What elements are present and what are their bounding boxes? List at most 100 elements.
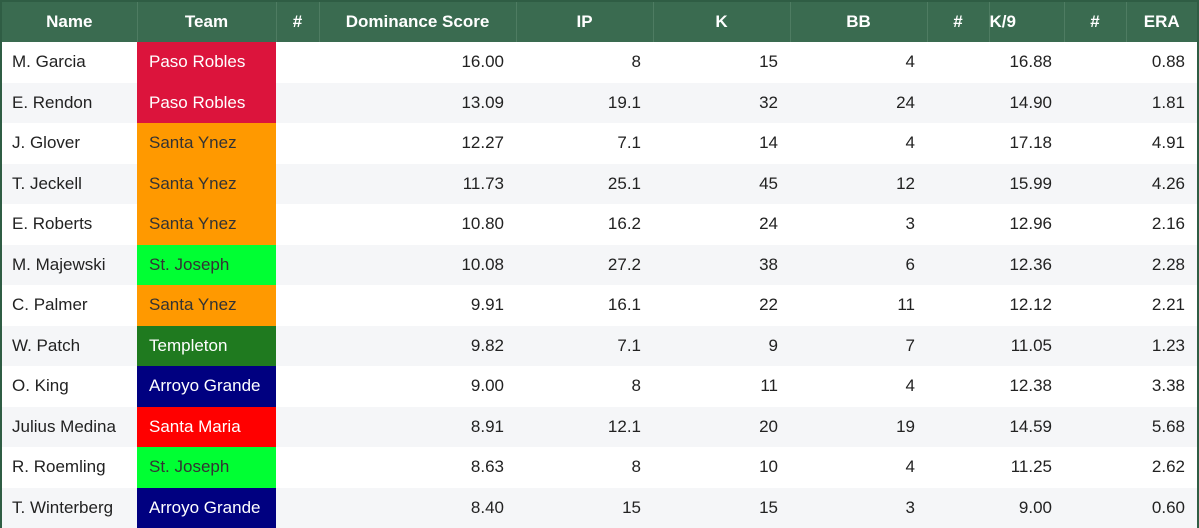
table-row[interactable]: O. King Arroyo Grande 9.00 8 11 4 12.38 3.38 [2,366,1197,407]
ip-cell: 15 [622,497,641,517]
rank-cell [927,164,989,205]
k9-cell: 14.90 [1009,92,1052,112]
era-cell: 0.88 [1151,52,1185,72]
rank-cell [1064,123,1126,164]
team-cell: St. Joseph [137,244,276,285]
rank-cell [927,204,989,245]
player-name-cell: M. Garcia [12,52,86,72]
player-name-cell: T. Winterberg [12,497,114,517]
era-cell: 5.68 [1151,416,1185,436]
bb-cell: 4 [905,133,915,153]
k-cell: 20 [759,416,778,436]
rank-cell [276,245,319,286]
team-cell: Santa Ynez [137,285,276,326]
ip-cell: 19.1 [607,92,641,112]
rank-cell [927,285,989,326]
dominance-score-cell: 11.73 [462,173,504,193]
dominance-score-cell: 9.00 [470,376,504,396]
rank-cell [276,83,319,124]
era-cell: 4.91 [1151,133,1185,153]
table-row[interactable]: M. Garcia Paso Robles 16.00 8 15 4 16.88 0.88 [2,42,1197,83]
era-cell: 2.62 [1151,457,1185,477]
table-row[interactable]: C. Palmer Santa Ynez 9.91 16.1 22 11 12.12 2.21 [2,285,1197,326]
rank-cell [276,407,319,448]
table-row[interactable]: E. Rendon Paso Robles 13.09 19.1 32 24 14.90 1.… [2,82,1197,124]
column-header-rank-2[interactable]: # [927,2,990,42]
k-cell: 22 [759,295,778,315]
bb-cell: 4 [905,376,915,396]
k9-cell: 14.59 [1009,416,1052,436]
ip-cell: 8 [631,457,641,477]
column-header-team[interactable]: Team [137,2,277,42]
k-cell: 32 [759,92,778,112]
table-row[interactable]: E. Roberts Santa Ynez 10.80 16.2 24 3 12.96 2.1… [2,204,1197,245]
player-name-cell: M. Majewski [12,254,106,274]
era-cell: 2.16 [1151,214,1185,234]
team-cell: Arroyo Grande [137,487,276,528]
table-row[interactable]: J. Glover Santa Ynez 12.27 7.1 14 4 17.18 4.91 [2,123,1197,164]
k9-cell: 12.38 [1009,376,1052,396]
column-header-name[interactable]: Name [2,2,138,42]
k9-cell: 16.88 [1009,52,1052,72]
k-cell: 14 [759,133,778,153]
bb-cell: 4 [905,52,915,72]
dominance-score-cell: 13.09 [461,92,504,112]
table-row[interactable]: T. Winterberg Arroyo Grande 8.40 15 15 3 9.00 0… [2,487,1197,528]
era-cell: 1.81 [1151,92,1185,112]
dominance-score-cell: 9.91 [470,295,504,315]
ip-cell: 16.1 [607,295,641,315]
player-name-cell: J. Glover [12,133,81,153]
rank-cell [276,123,319,164]
k-cell: 9 [768,335,778,355]
dominance-score-cell: 12.27 [461,133,504,153]
dominance-score-cell: 10.80 [461,214,504,234]
ip-cell: 8 [631,52,641,72]
header-row: Name Team # Dominance Score IP K BB # K/… [2,2,1197,42]
column-header-k[interactable]: K [653,2,791,42]
column-header-bb[interactable]: BB [790,2,928,42]
bb-cell: 3 [905,214,915,234]
column-header-k9[interactable]: K/9 [989,2,1065,42]
table-row[interactable]: W. Patch Templeton 9.82 7.1 9 7 11.05 1.23 [2,325,1197,367]
k-cell: 38 [759,254,778,274]
player-name-cell: Julius Medina [12,416,116,436]
rank-cell [927,83,989,124]
column-header-era[interactable]: ERA [1143,12,1180,31]
bb-cell: 6 [905,254,915,274]
rank-cell [276,285,319,326]
column-header-rank-1[interactable]: # [276,2,320,42]
table-row[interactable]: M. Majewski St. Joseph 10.08 27.2 38 6 12.36 2.… [2,244,1197,286]
rank-cell [1064,204,1126,245]
k9-cell: 11.25 [1010,457,1052,477]
ip-cell: 27.2 [607,254,641,274]
era-cell: 3.38 [1151,376,1185,396]
k-cell: 45 [759,173,778,193]
bb-cell: 11 [897,295,915,315]
dominance-score-cell: 9.82 [470,335,504,355]
column-header-ip[interactable]: IP [516,2,654,42]
rank-cell [1064,83,1126,124]
rank-cell [1064,407,1126,448]
table-row[interactable]: R. Roemling St. Joseph 8.63 8 10 4 11.25 2.62 [2,447,1197,488]
era-cell: 2.28 [1151,254,1185,274]
k9-cell: 12.96 [1009,214,1052,234]
bb-cell: 7 [905,335,915,355]
rank-cell [1064,285,1126,326]
rank-cell [1064,326,1126,367]
rank-cell [927,42,989,83]
bb-cell: 3 [905,497,915,517]
column-header-dominance-score[interactable]: Dominance Score [319,2,517,42]
k9-cell: 11.05 [1010,335,1052,355]
player-name-cell: O. King [12,376,69,396]
table-row[interactable]: T. Jeckell Santa Ynez 11.73 25.1 45 12 15.99 4.… [2,163,1197,205]
rank-cell [276,204,319,245]
table-row[interactable]: Julius Medina Santa Maria 8.91 12.1 20 19 14.5… [2,406,1197,448]
column-header-rank-3[interactable]: # [1064,2,1127,42]
era-cell: 4.26 [1151,173,1185,193]
player-name-cell: C. Palmer [12,295,88,315]
rank-cell [927,488,989,528]
dominance-score-cell: 10.08 [461,254,504,274]
ip-cell: 7.1 [617,335,641,355]
